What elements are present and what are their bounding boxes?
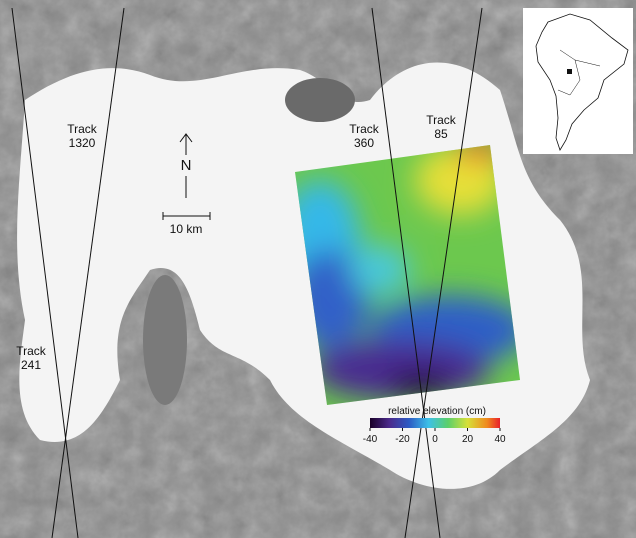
south-america-outline bbox=[535, 13, 629, 151]
borders bbox=[557, 49, 601, 96]
track-line bbox=[11, 7, 79, 538]
north-label: N bbox=[181, 157, 192, 174]
track-number: 241 bbox=[21, 358, 41, 372]
volcano bbox=[285, 78, 355, 122]
track-number: 85 bbox=[434, 127, 448, 141]
colorbar-tick-label: 0 bbox=[432, 434, 438, 445]
arrow-head bbox=[179, 133, 193, 143]
track-line bbox=[404, 7, 483, 538]
track-label: Track bbox=[349, 122, 380, 136]
colorbar-tick-label: 20 bbox=[462, 434, 474, 445]
track-line bbox=[371, 7, 441, 538]
track-number: 360 bbox=[354, 136, 374, 150]
track-line bbox=[51, 7, 125, 538]
track-lines bbox=[11, 7, 483, 538]
inset-map bbox=[523, 8, 633, 154]
track-labels: Track 1320 Track 360 Track 85 Track 241 bbox=[16, 113, 457, 372]
colorbar-label: relative elevation (cm) bbox=[388, 406, 486, 417]
peninsula bbox=[143, 275, 187, 405]
track-label: Track bbox=[426, 113, 457, 127]
colorbar: relative elevation (cm) -40 -20 0 20 40 bbox=[363, 406, 506, 445]
colorbar-tick-label: -40 bbox=[363, 434, 378, 445]
location-marker bbox=[567, 69, 572, 74]
colorbar-ramp bbox=[370, 418, 500, 428]
colorbar-tick-label: 40 bbox=[494, 434, 506, 445]
track-number: 1320 bbox=[69, 136, 96, 150]
track-label: Track bbox=[16, 344, 47, 358]
track-label: Track bbox=[67, 122, 98, 136]
scale-bar: 10 km bbox=[162, 212, 211, 236]
colorbar-tick-label: -20 bbox=[395, 434, 410, 445]
scale-label: 10 km bbox=[170, 222, 203, 236]
north-arrow: N bbox=[179, 133, 193, 198]
